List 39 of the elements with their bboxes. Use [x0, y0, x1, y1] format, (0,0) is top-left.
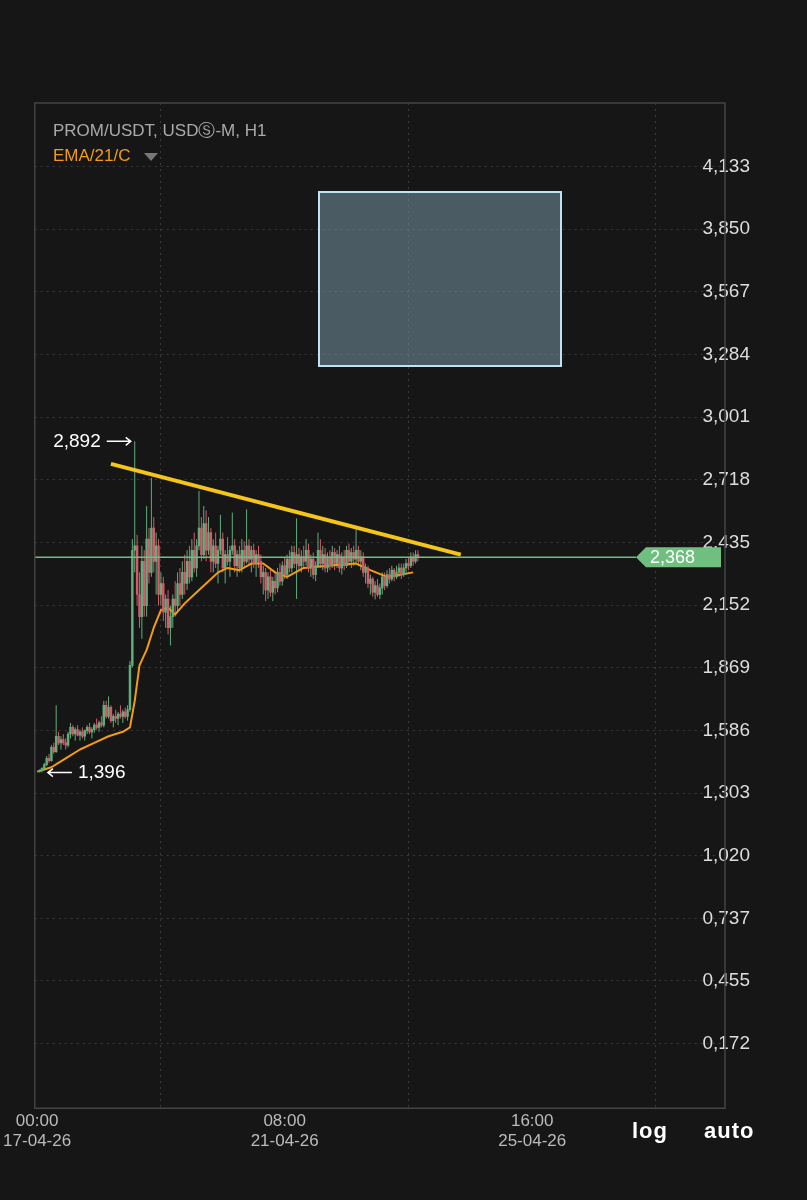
ref-line-label: 2,368 [649, 547, 695, 568]
text: EMA/21/C [53, 146, 131, 165]
y-tick-label: 1,020 [702, 844, 750, 866]
text: log [632, 1118, 668, 1143]
y-tick-label: 0,455 [702, 969, 750, 991]
y-tick-label: 3,284 [702, 342, 751, 364]
candlestick [226, 536, 229, 567]
candlestick [295, 517, 298, 600]
candlestick [238, 545, 241, 573]
y-tick-label: 1,586 [702, 718, 750, 740]
candlestick [288, 549, 291, 573]
candlestick [164, 594, 167, 629]
y-tick-label: 1,303 [702, 781, 750, 803]
candlestick [276, 567, 279, 593]
candlestick [307, 543, 310, 573]
candlestick [207, 516, 210, 556]
candlestick [281, 560, 284, 587]
annotation: 1,396 [77, 760, 126, 782]
y-tick-label: 4,133 [702, 154, 750, 176]
y-tick-label: 3,567 [702, 280, 750, 302]
text: auto [704, 1118, 755, 1143]
candlestick [188, 545, 191, 584]
annotation: 2,892 [53, 429, 101, 451]
y-tick-label: 3,001 [702, 405, 750, 427]
candlestick [364, 563, 367, 584]
y-tick-label: 1,869 [702, 656, 750, 678]
y-tick-label: 0,737 [702, 906, 750, 928]
y-tick-label: 2,435 [702, 530, 750, 552]
y-tick-label: 2,152 [702, 593, 750, 615]
x-tick-label: 08:00 21-04-26 [250, 1111, 319, 1151]
candlestick [183, 554, 186, 596]
y-tick-label: 2,718 [702, 468, 750, 490]
candlestick [176, 571, 179, 613]
text: PROM/USDT, USDⓈ-M, H1 [53, 120, 267, 142]
x-tick-label: 00:00 17-04-26 [3, 1111, 72, 1151]
candlestick [326, 551, 329, 573]
y-tick-label: 3,850 [702, 217, 750, 239]
x-tick-label: 16:00 25-04-26 [498, 1111, 567, 1151]
y-tick-label: 0,172 [702, 1031, 750, 1053]
